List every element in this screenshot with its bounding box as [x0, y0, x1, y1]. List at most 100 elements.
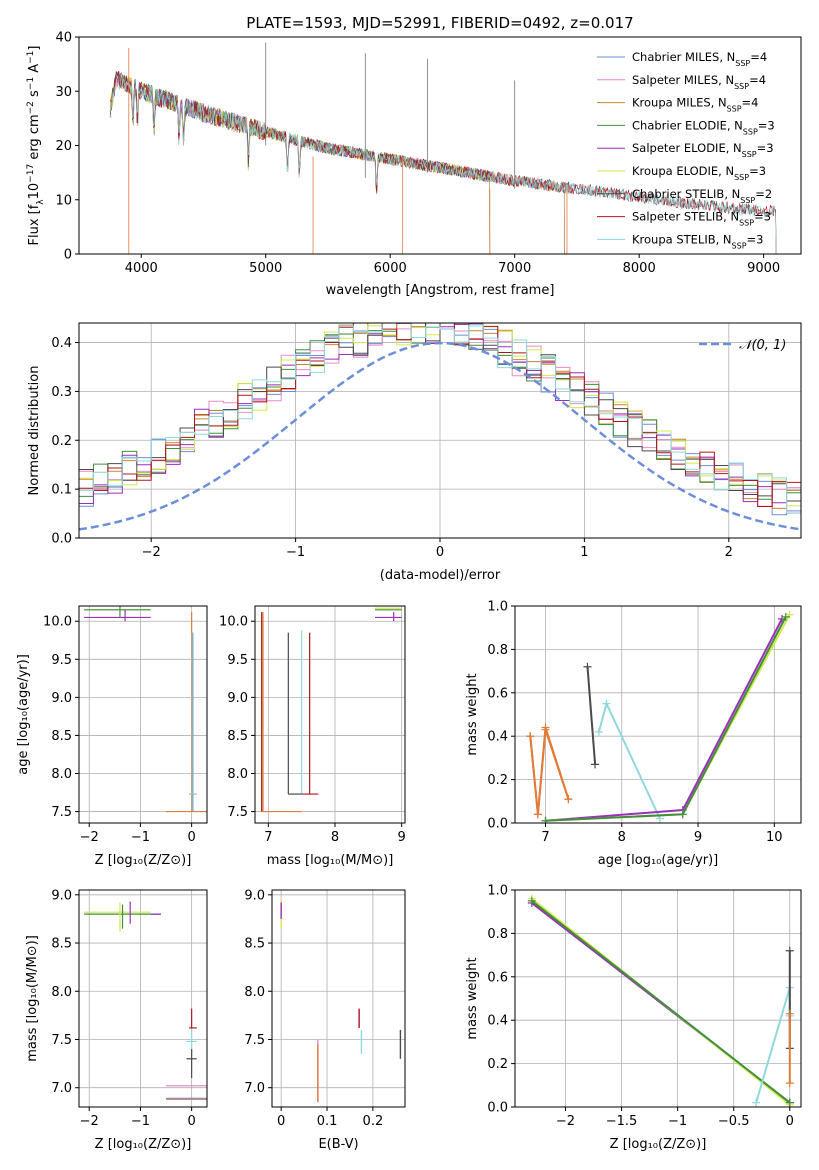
y-tick-label: 8.0 — [227, 767, 248, 782]
x-tick-label: 7000 — [498, 261, 531, 276]
series-line — [597, 700, 661, 820]
y-axis-label: mass weight — [465, 673, 480, 755]
legend-label: Chabrier ELODIE, NSSP=3 — [632, 118, 775, 136]
y-axis-label: Normed distribution — [27, 366, 42, 496]
legend-subscript: SSP — [739, 218, 754, 227]
x-tick-label: 8000 — [623, 261, 656, 276]
x-tick-label: 2 — [725, 545, 733, 560]
x-tick-label: 7 — [541, 830, 549, 845]
plot-area-age_vs_mass — [255, 606, 405, 823]
spectrum-series-line — [109, 73, 565, 254]
data-point-marker — [594, 727, 603, 736]
y-label-part: erg cm — [27, 114, 42, 163]
x-tick-label: 8 — [618, 830, 626, 845]
legend-nssp: =3 — [758, 118, 775, 132]
y-tick-label: 7.5 — [51, 1033, 72, 1048]
spectrum-series-line — [109, 70, 565, 254]
y-tick-label: 7.5 — [244, 1033, 265, 1048]
y-tick-label: 0.4 — [487, 730, 508, 745]
legend-subscript: SSP — [732, 241, 747, 250]
y-tick-label: 0.6 — [487, 686, 508, 701]
x-tick-label: −2 — [142, 545, 161, 560]
x-tick-label: 9 — [694, 830, 702, 845]
data-point-marker — [583, 662, 592, 671]
y-tick-label: 0.1 — [51, 483, 72, 498]
data-point-marker — [541, 725, 550, 734]
y-tick-label: 0.0 — [487, 817, 508, 832]
y-tick-label: 0.0 — [487, 1101, 508, 1116]
x-tick-label: −1 — [668, 1114, 687, 1129]
y-axis-label: mass [log₁₀(M/M⊙)] — [25, 935, 40, 1062]
y-axis-label: age [log₁₀(age/yr)] — [16, 654, 31, 775]
data-point-marker — [602, 699, 611, 708]
y-tick-label: 10.0 — [219, 615, 248, 630]
axes-age_vs_Z: −2 −1 0 7.5 8.0 8.5 9.0 9.5 10.0 — [43, 605, 208, 845]
x-tick-label: 0.2 — [363, 1114, 384, 1129]
x-tick-label: 1 — [580, 545, 588, 560]
y-label-part: A — [27, 64, 42, 77]
y-label-part: −17 — [26, 164, 36, 183]
axes-frame — [254, 605, 406, 824]
legend-subscript: SSP — [740, 195, 755, 204]
spectrum-series-line — [109, 74, 777, 254]
y-tick-label: 7.5 — [227, 805, 248, 820]
data-point-marker — [785, 1009, 794, 1018]
legend-nssp: =3 — [747, 232, 764, 246]
y-tick-label: 1.0 — [487, 600, 508, 615]
x-tick-label: 7 — [264, 830, 272, 845]
y-tick-label: 0.0 — [51, 532, 72, 547]
x-tick-label: −2 — [556, 1114, 575, 1129]
axes-age_vs_mass: 7 8 9 7.5 8.0 8.5 9.0 9.5 10.0 — [219, 605, 406, 845]
x-tick-label: −1 — [286, 545, 305, 560]
y-tick-label: 9.0 — [244, 888, 265, 903]
y-tick-label: 0.3 — [51, 385, 72, 400]
x-tick-label: 6000 — [374, 261, 407, 276]
data-point-marker — [527, 896, 536, 905]
series-line — [531, 900, 791, 1104]
y-axis-label: mass weight — [465, 957, 480, 1039]
legend-subscript: SSP — [742, 150, 757, 159]
y-tick-label: 1.0 — [487, 884, 508, 899]
y-tick-label: 8.5 — [51, 937, 72, 952]
legend-subscript: SSP — [743, 127, 758, 136]
y-tick-label: 8.0 — [244, 985, 265, 1000]
y-tick-label: 30 — [55, 85, 72, 100]
x-tick-label: 0 — [436, 545, 444, 560]
y-tick-label: 8.0 — [51, 767, 72, 782]
y-label-part: 10 — [27, 183, 42, 200]
x-axis-label: Z [log₁₀(Z/Z⊙)] — [610, 1137, 707, 1152]
axes-mass_vs_Z: −2 −1 0 7.0 7.5 8.0 8.5 9.0 — [51, 888, 208, 1129]
legend-label: Chabrier MILES, NSSP=4 — [632, 50, 767, 68]
x-tick-label: 0 — [786, 1114, 794, 1129]
y-label-part: s — [27, 90, 42, 101]
axes-mass_vs_ebv: 0 0.1 0.2 7.0 7.5 8.0 8.5 9.0 — [244, 888, 406, 1129]
y-tick-label: 0.2 — [487, 773, 508, 788]
legend-subscript: SSP — [727, 104, 742, 113]
plot-area-weight_vs_age — [515, 606, 801, 823]
axes-weight_vs_age: 7 8 9 10 0.0 0.2 0.4 0.6 0.8 1.0 — [487, 600, 802, 845]
series-line — [545, 614, 791, 822]
data-point-marker — [752, 1098, 761, 1107]
y-tick-label: 20 — [55, 139, 72, 154]
legend-label: 𝒩(0, 1) — [739, 338, 786, 353]
data-point-marker — [678, 810, 687, 819]
x-tick-label: 0 — [277, 1114, 285, 1129]
axes-residuals: −2 −1 0 1 2 0.0 0.1 0.2 0.3 0.4 𝒩(0, 1) — [51, 322, 802, 560]
y-tick-label: 8.5 — [227, 729, 248, 744]
x-tick-label: −1.5 — [606, 1114, 638, 1129]
y-axis-label: Flux [fλ10−17 erg cm−2 s−1 A−1] — [26, 46, 46, 246]
legend-nssp: =2 — [755, 187, 772, 201]
figure-title: PLATE=1593, MJD=52991, FIBERID=0492, z=0… — [246, 14, 633, 32]
axes-frame — [514, 605, 802, 824]
x-tick-label: 8 — [331, 830, 339, 845]
series-line — [545, 616, 787, 822]
data-point-marker — [591, 760, 600, 769]
y-tick-label: 10 — [55, 193, 72, 208]
data-point-marker — [526, 732, 535, 741]
histogram-step — [79, 323, 801, 538]
y-tick-label: 9.0 — [51, 888, 72, 903]
y-label-part: −1 — [26, 51, 36, 64]
series-line — [586, 666, 597, 765]
legend-label: Salpeter MILES, NSSP=4 — [632, 73, 766, 91]
